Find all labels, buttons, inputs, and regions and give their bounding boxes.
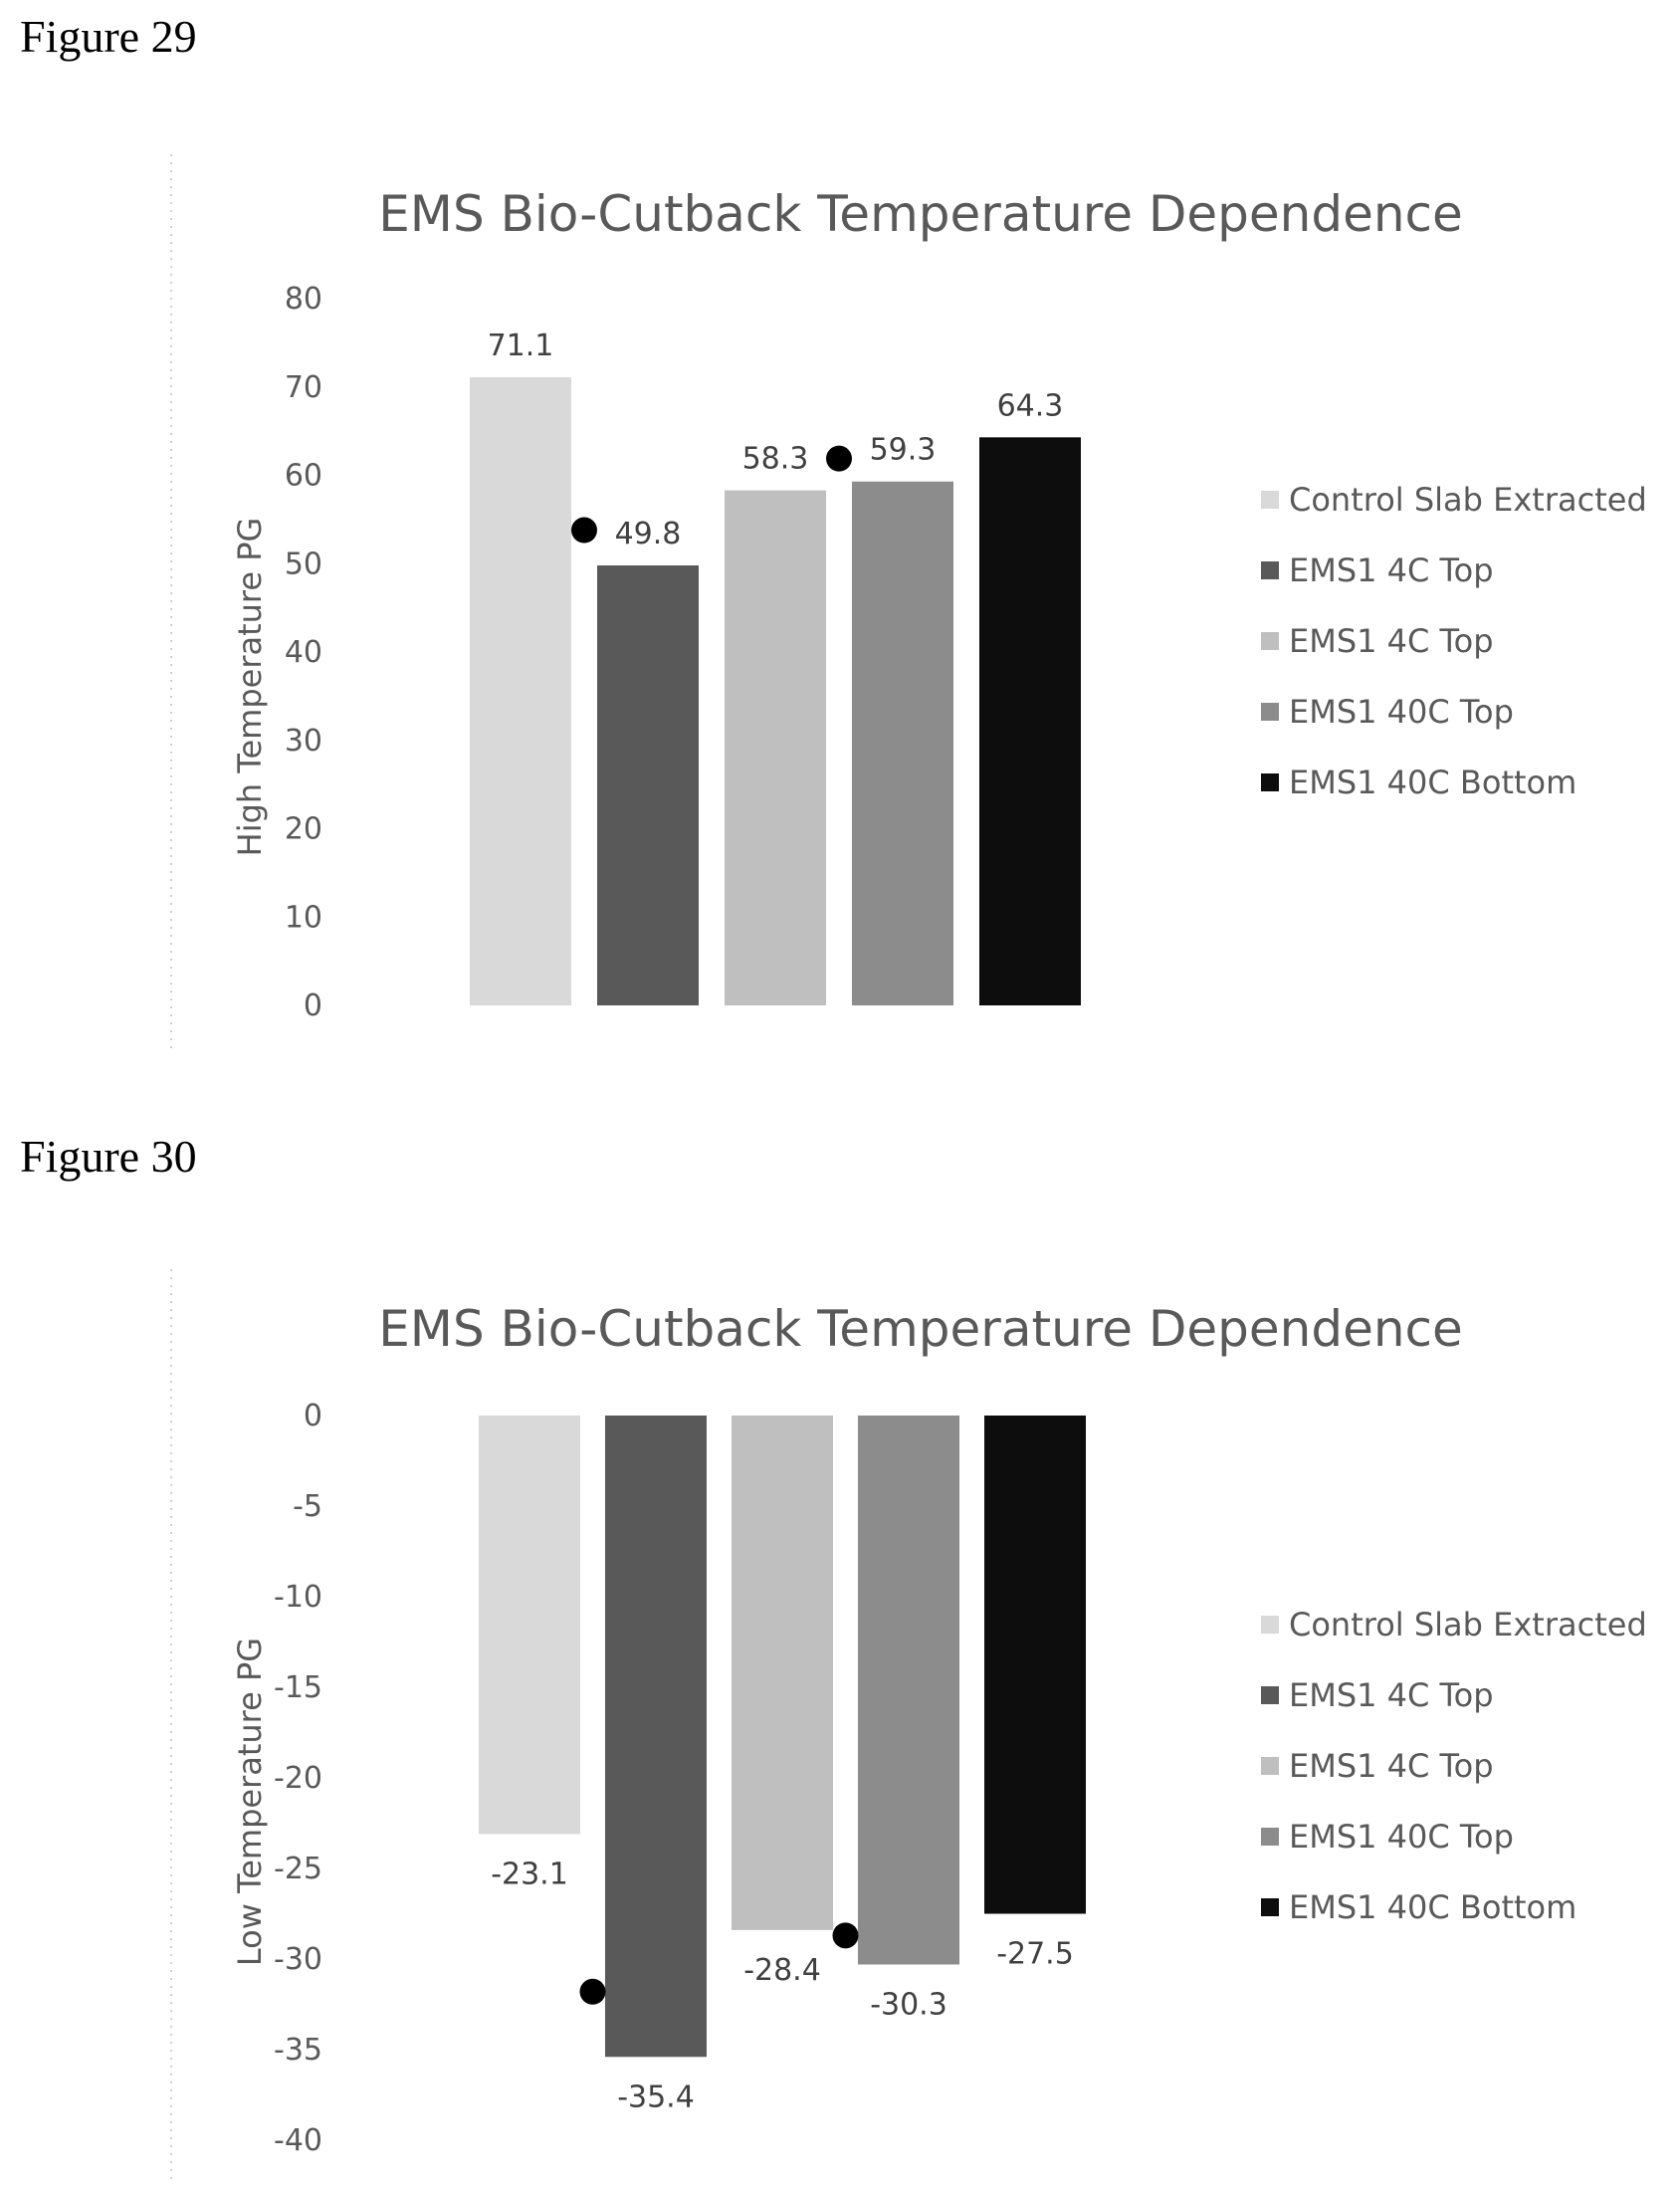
legend-swatch — [1261, 1686, 1279, 1704]
legend-entry: EMS1 4C Top — [1289, 551, 1494, 589]
bars — [470, 376, 1081, 1005]
marker-dot — [826, 445, 852, 472]
y-tick-label: 50 — [285, 547, 322, 581]
bars — [479, 1416, 1086, 2058]
bar — [597, 565, 699, 1005]
bar — [479, 1416, 580, 1835]
y-tick-label: 60 — [285, 459, 322, 494]
legend-entry: EMS1 40C Top — [1289, 1818, 1514, 1856]
y-tick-labels: 0 10 20 30 40 50 60 70 80 — [285, 282, 322, 1023]
bar — [984, 1416, 1086, 1914]
bar — [979, 437, 1081, 1005]
y-tick-labels: 0 -5 -10 -15 -20 -25 -30 -35 -40 — [274, 1399, 322, 2158]
y-tick-label: -25 — [274, 1852, 322, 1886]
legend-swatch — [1261, 1757, 1279, 1775]
figure-29-label: Figure 29 — [20, 11, 197, 62]
y-tick-label: -40 — [274, 2123, 322, 2158]
markers — [579, 1922, 859, 2005]
legend-entry: EMS1 4C Top — [1289, 1747, 1494, 1785]
bar — [605, 1416, 707, 2058]
data-label: -35.4 — [617, 2080, 695, 2114]
legend-swatch — [1261, 561, 1279, 579]
legend-entry: EMS1 4C Top — [1289, 622, 1494, 660]
y-tick-label: 30 — [285, 724, 322, 759]
data-label: 49.8 — [615, 517, 682, 551]
legend-entry: Control Slab Extracted — [1289, 1606, 1647, 1643]
legend-entry: EMS1 40C Bottom — [1289, 764, 1576, 801]
y-tick-label: -10 — [274, 1580, 322, 1615]
bar — [732, 1416, 833, 1930]
legend-swatch — [1261, 632, 1279, 650]
markers — [571, 445, 852, 544]
y-tick-label: -30 — [274, 1942, 322, 1977]
chart-title: EMS Bio-Cutback Temperature Dependence — [378, 185, 1463, 243]
data-label: -27.5 — [996, 1937, 1074, 1972]
legend-entry: EMS1 4C Top — [1289, 1676, 1494, 1714]
low-temperature-pg-chart: EMS Bio-Cutback Temperature Dependence L… — [170, 1269, 1647, 2185]
legend: Control Slab Extracted EMS1 4C Top EMS1 4C… — [1261, 481, 1647, 801]
y-tick-label: -35 — [274, 2033, 322, 2068]
bar — [852, 481, 953, 1005]
y-tick-label: -20 — [274, 1761, 322, 1796]
y-tick-label: 40 — [285, 635, 322, 670]
marker-dot — [579, 1978, 606, 2005]
legend-swatch — [1261, 1828, 1279, 1846]
y-tick-label: 80 — [285, 282, 322, 317]
legend-swatch — [1261, 703, 1279, 721]
legend: Control Slab Extracted EMS1 4C Top EMS1 4C… — [1261, 1606, 1647, 1926]
y-axis-title: Low Temperature PG — [231, 1638, 269, 1966]
y-tick-label: 20 — [285, 812, 322, 847]
data-label: 71.1 — [488, 328, 554, 363]
legend-entry: EMS1 40C Bottom — [1289, 1888, 1576, 1926]
data-labels: -23.1 -35.4 -28.4 -30.3 -27.5 — [491, 1857, 1074, 2114]
figure-30-label: Figure 30 — [20, 1131, 197, 1182]
y-tick-label: -15 — [274, 1670, 322, 1705]
y-axis-title: High Temperature PG — [231, 518, 269, 857]
data-label: 59.3 — [870, 433, 937, 468]
y-tick-label: 70 — [285, 370, 322, 405]
legend-entry: Control Slab Extracted — [1289, 481, 1647, 519]
marker-dot — [832, 1922, 859, 1949]
legend-swatch — [1261, 1616, 1279, 1634]
legend-swatch — [1261, 491, 1279, 509]
bar — [725, 490, 826, 1005]
y-tick-label: 10 — [285, 900, 322, 935]
data-label: 64.3 — [997, 388, 1064, 423]
data-label: -23.1 — [491, 1857, 568, 1891]
legend-swatch — [1261, 773, 1279, 791]
high-temperature-pg-chart: EMS Bio-Cutback Temperature Dependence H… — [170, 154, 1647, 1050]
marker-dot — [571, 517, 597, 544]
data-label: -30.3 — [870, 1987, 947, 2022]
chart-title: EMS Bio-Cutback Temperature Dependence — [378, 1300, 1463, 1358]
bar — [858, 1416, 959, 1965]
y-tick-label: -5 — [293, 1489, 322, 1524]
y-tick-label: 0 — [304, 1399, 322, 1433]
legend-entry: EMS1 40C Top — [1289, 693, 1514, 731]
bar — [470, 376, 571, 1005]
y-tick-label: 0 — [304, 988, 322, 1023]
data-label: -28.4 — [743, 1953, 821, 1988]
legend-swatch — [1261, 1898, 1279, 1916]
data-label: 58.3 — [742, 442, 809, 477]
data-labels: 71.1 49.8 58.3 59.3 64.3 — [488, 328, 1064, 551]
